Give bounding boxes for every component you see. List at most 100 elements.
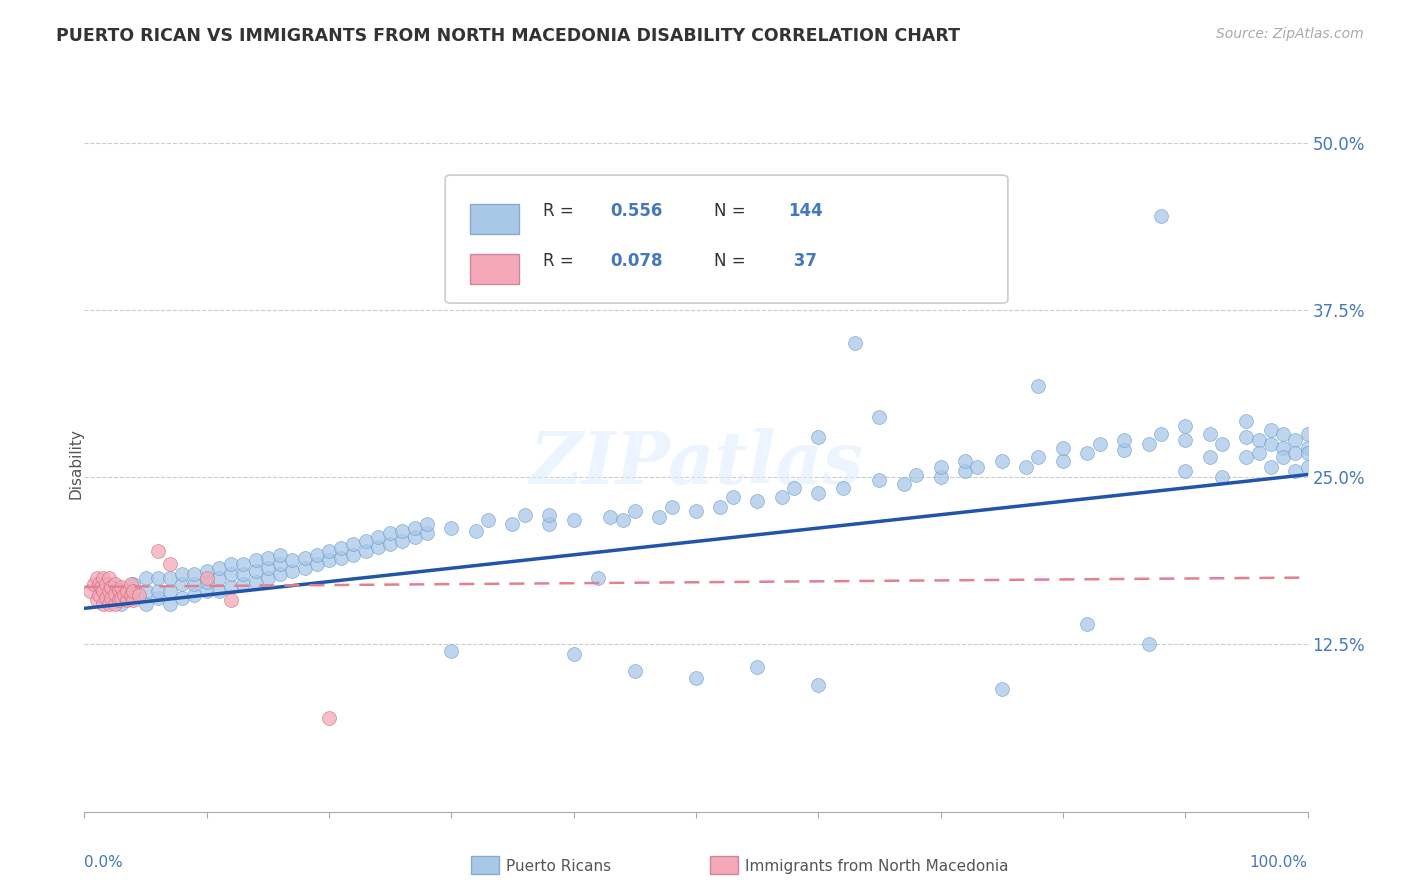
Text: R =: R = bbox=[543, 252, 579, 270]
Text: N =: N = bbox=[714, 202, 751, 220]
Point bbox=[391, 524, 413, 538]
Point bbox=[172, 566, 194, 581]
Point bbox=[305, 557, 328, 572]
Point bbox=[721, 491, 744, 505]
Point bbox=[115, 593, 138, 607]
Point bbox=[159, 598, 181, 612]
Point bbox=[245, 574, 267, 589]
Point bbox=[1272, 450, 1295, 465]
Point bbox=[104, 587, 127, 601]
Point bbox=[257, 550, 280, 565]
Point bbox=[1284, 433, 1306, 447]
Point bbox=[91, 598, 114, 612]
Point bbox=[440, 644, 463, 658]
Point bbox=[1234, 450, 1257, 465]
Point bbox=[122, 591, 145, 605]
Point bbox=[100, 591, 122, 605]
Point bbox=[219, 557, 242, 572]
Point bbox=[122, 577, 145, 591]
Point bbox=[953, 454, 976, 468]
Point bbox=[83, 577, 105, 591]
Point bbox=[110, 580, 132, 594]
Point bbox=[1137, 436, 1160, 450]
Point bbox=[281, 564, 304, 578]
Point bbox=[1015, 459, 1038, 474]
Point bbox=[87, 577, 110, 591]
Point bbox=[770, 491, 793, 505]
Point bbox=[844, 336, 866, 351]
Point bbox=[612, 513, 634, 527]
Point bbox=[367, 540, 389, 554]
Point bbox=[404, 521, 426, 535]
Point bbox=[110, 598, 132, 612]
Point bbox=[380, 526, 402, 541]
Point bbox=[501, 517, 523, 532]
Point bbox=[1028, 450, 1050, 465]
Point bbox=[330, 550, 353, 565]
Text: 0.556: 0.556 bbox=[610, 202, 662, 220]
Point bbox=[318, 711, 340, 725]
Text: 100.0%: 100.0% bbox=[1250, 855, 1308, 870]
Point bbox=[1076, 617, 1098, 632]
Point bbox=[219, 566, 242, 581]
Point bbox=[1247, 446, 1270, 460]
Point bbox=[120, 577, 142, 591]
Point bbox=[440, 521, 463, 535]
Text: 0.0%: 0.0% bbox=[84, 855, 124, 870]
Point bbox=[1088, 436, 1111, 450]
Point bbox=[104, 598, 127, 612]
Point bbox=[562, 647, 585, 661]
Text: ZIPatlas: ZIPatlas bbox=[529, 428, 863, 500]
Y-axis label: Disability: Disability bbox=[69, 428, 83, 500]
Point bbox=[685, 671, 707, 685]
Point bbox=[599, 510, 621, 524]
Point bbox=[380, 537, 402, 551]
Point bbox=[1114, 433, 1136, 447]
Point bbox=[905, 467, 928, 482]
Point bbox=[807, 678, 830, 692]
Point bbox=[107, 593, 129, 607]
Point bbox=[1284, 446, 1306, 460]
Point bbox=[1114, 443, 1136, 458]
Text: PUERTO RICAN VS IMMIGRANTS FROM NORTH MACEDONIA DISABILITY CORRELATION CHART: PUERTO RICAN VS IMMIGRANTS FROM NORTH MA… bbox=[56, 27, 960, 45]
Point bbox=[330, 541, 353, 555]
Point bbox=[172, 577, 194, 591]
Point bbox=[1272, 441, 1295, 455]
Point bbox=[269, 548, 291, 562]
Point bbox=[122, 584, 145, 599]
Point bbox=[990, 454, 1012, 468]
Point bbox=[115, 584, 138, 599]
Point bbox=[257, 561, 280, 575]
Point bbox=[966, 459, 988, 474]
Point bbox=[1284, 464, 1306, 478]
Text: 0.078: 0.078 bbox=[610, 252, 662, 270]
Point bbox=[747, 494, 769, 508]
Text: Source: ZipAtlas.com: Source: ZipAtlas.com bbox=[1216, 27, 1364, 41]
Point bbox=[208, 561, 231, 575]
Point bbox=[783, 481, 806, 495]
Point bbox=[1174, 419, 1197, 434]
Point bbox=[1234, 414, 1257, 428]
Point bbox=[953, 464, 976, 478]
Point bbox=[120, 588, 142, 602]
Point bbox=[107, 582, 129, 597]
Point bbox=[586, 571, 609, 585]
Point bbox=[648, 510, 671, 524]
Point bbox=[146, 544, 169, 558]
Point bbox=[1137, 637, 1160, 651]
Point bbox=[354, 534, 377, 549]
Point bbox=[1272, 427, 1295, 442]
Text: N =: N = bbox=[714, 252, 751, 270]
Point bbox=[342, 537, 364, 551]
Text: 37: 37 bbox=[787, 252, 817, 270]
Point bbox=[122, 593, 145, 607]
Point bbox=[747, 660, 769, 674]
Point bbox=[104, 577, 127, 591]
Point bbox=[685, 503, 707, 517]
Point bbox=[1211, 436, 1233, 450]
Point bbox=[269, 557, 291, 572]
Point bbox=[929, 470, 952, 484]
Point bbox=[219, 593, 242, 607]
Point bbox=[195, 571, 218, 585]
Point bbox=[1296, 427, 1319, 442]
